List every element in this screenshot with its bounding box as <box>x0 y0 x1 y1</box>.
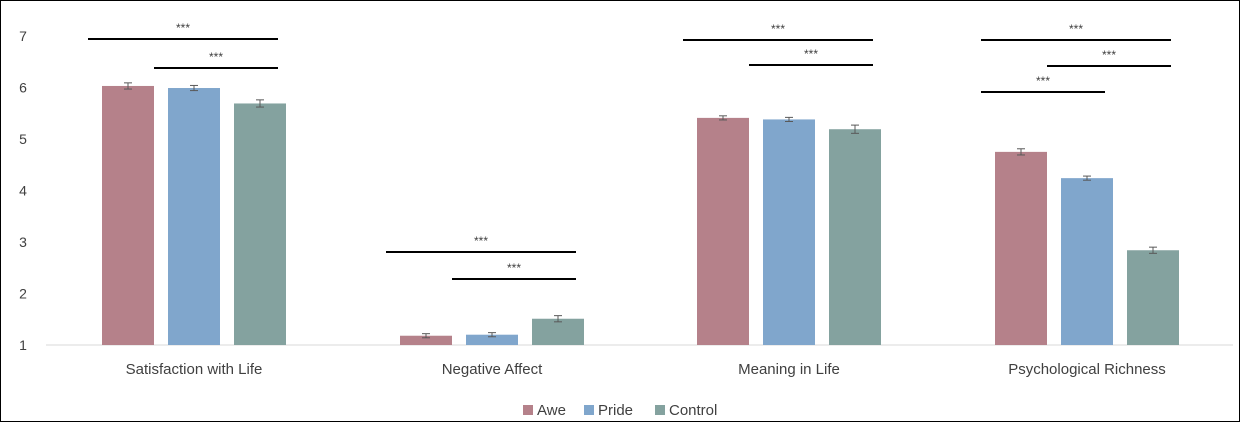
category-label: Meaning in Life <box>738 361 840 378</box>
y-tick-label: 4 <box>19 183 27 199</box>
legend-item-control: Control <box>655 402 717 419</box>
bar-pride <box>168 88 220 345</box>
y-tick-label: 7 <box>19 28 27 44</box>
bar-awe <box>995 151 1047 345</box>
y-tick-label: 1 <box>19 337 27 353</box>
bar-control <box>532 318 584 345</box>
bar-control <box>829 129 881 345</box>
bar-awe <box>102 85 154 345</box>
significance-label: *** <box>804 47 818 61</box>
error-bar <box>124 82 132 90</box>
legend-swatch <box>655 405 665 415</box>
error-bar <box>190 84 198 92</box>
error-bar <box>719 115 727 121</box>
category-label: Psychological Richness <box>1008 361 1166 378</box>
error-bar <box>1017 148 1025 156</box>
significance-label: *** <box>771 22 785 36</box>
y-tick-label: 2 <box>19 286 27 302</box>
legend-label: Awe <box>537 402 566 419</box>
error-bar <box>256 99 264 108</box>
significance-bracket: *** <box>1047 48 1171 67</box>
significance-layer: *** *** *** *** *** *** *** *** *** <box>88 21 1171 280</box>
error-bar <box>785 116 793 122</box>
category-labels: Satisfaction with Life Negative Affect Mea… <box>126 361 1166 378</box>
significance-bracket: *** <box>981 22 1171 41</box>
significance-bracket: *** <box>749 47 873 66</box>
error-bar <box>422 333 430 339</box>
y-tick-label: 6 <box>19 80 27 96</box>
legend-item-awe: Awe <box>523 402 566 419</box>
bar-pride <box>466 334 518 345</box>
category-label: Negative Affect <box>442 361 543 378</box>
significance-label: *** <box>1069 22 1083 36</box>
error-bar <box>1149 246 1157 254</box>
bar-pride <box>763 119 815 346</box>
significance-bracket: *** <box>88 21 278 40</box>
legend-label: Control <box>669 402 717 419</box>
error-bar <box>1083 175 1091 181</box>
legend: Awe Pride Control <box>523 402 717 419</box>
error-bar <box>554 315 562 323</box>
bar-awe <box>400 335 452 345</box>
significance-label: *** <box>507 261 521 275</box>
significance-label: *** <box>209 50 223 64</box>
bar-control <box>1127 250 1179 345</box>
legend-label: Pride <box>598 402 633 419</box>
y-tick-label: 3 <box>19 234 27 250</box>
legend-item-pride: Pride <box>584 402 633 419</box>
legend-swatch <box>584 405 594 415</box>
significance-bracket: *** <box>386 234 576 253</box>
significance-bracket: *** <box>452 261 576 280</box>
significance-label: *** <box>176 21 190 35</box>
significance-label: *** <box>1102 48 1116 62</box>
significance-bracket: *** <box>154 50 278 69</box>
bar-pride <box>1061 178 1113 345</box>
significance-label: *** <box>1036 74 1050 88</box>
significance-label: *** <box>474 234 488 248</box>
significance-bracket: *** <box>683 22 873 41</box>
error-bar <box>488 332 496 338</box>
category-label: Satisfaction with Life <box>126 361 263 378</box>
bar-awe <box>697 117 749 345</box>
y-tick-label: 5 <box>19 131 27 147</box>
bars-layer <box>102 82 1179 346</box>
significance-bracket: *** <box>981 74 1105 93</box>
legend-swatch <box>523 405 533 415</box>
error-bar <box>851 124 859 134</box>
bar-control <box>234 103 286 345</box>
